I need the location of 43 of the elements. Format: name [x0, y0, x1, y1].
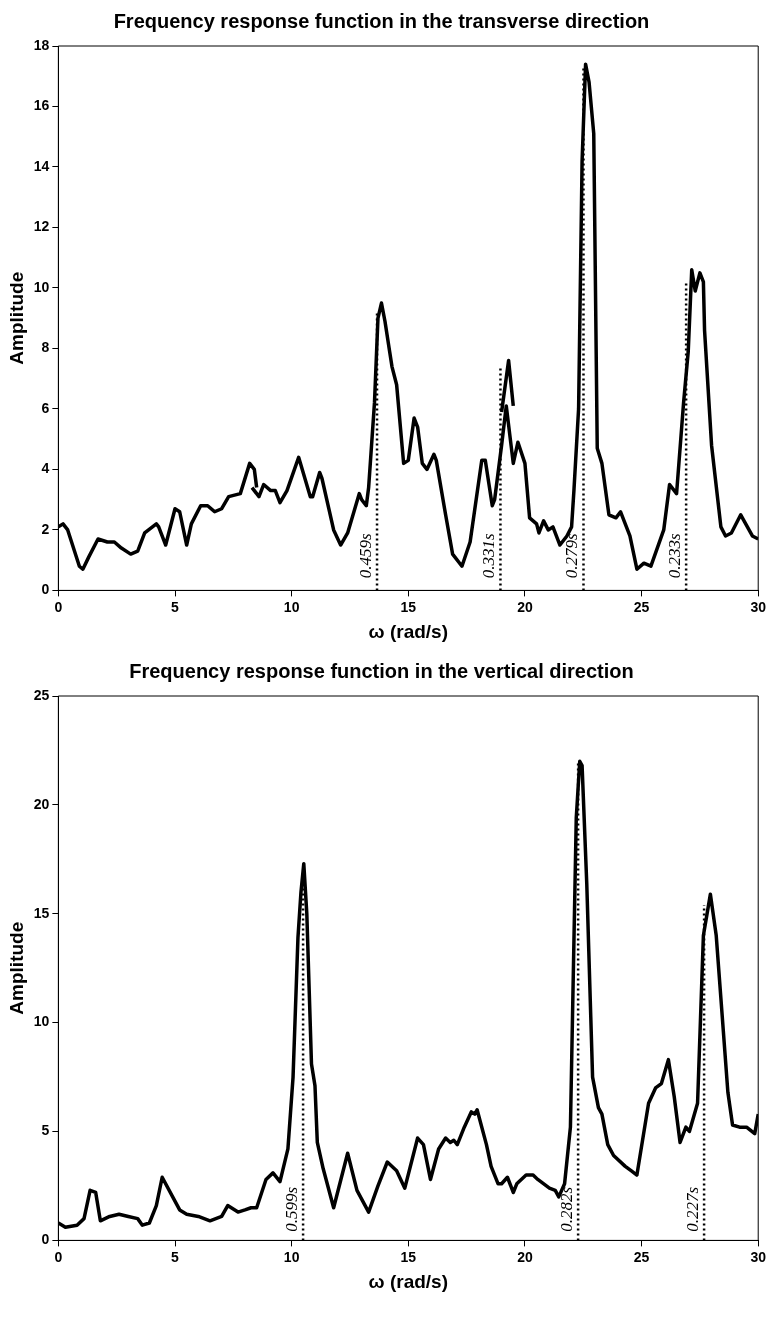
x-axis-title: ω (rad/s) — [368, 1270, 448, 1292]
y-tick-label: 0 — [41, 1231, 50, 1248]
x-tick-label: 30 — [750, 1248, 767, 1265]
y-tick-label: 10 — [33, 1013, 50, 1030]
y-tick-label: 8 — [41, 339, 50, 356]
y-tick-label: 18 — [33, 36, 50, 53]
annotation: 0.282s — [557, 1186, 577, 1232]
x-tick-label: 20 — [517, 598, 533, 615]
y-tick-label: 14 — [33, 157, 50, 174]
x-tick-label: 15 — [400, 598, 417, 615]
x-tick-label: 5 — [171, 598, 180, 615]
x-tick-label: 5 — [171, 1248, 180, 1265]
y-tick-label: 25 — [33, 686, 50, 703]
y-tick-label: 4 — [41, 460, 50, 477]
y-tick-label: 12 — [33, 218, 50, 235]
y-tick-label: 5 — [41, 1122, 50, 1139]
annotation: 0.227s — [683, 1186, 703, 1232]
x-tick-label: 0 — [54, 598, 63, 615]
x-tick-label: 10 — [283, 598, 300, 615]
y-axis-title: Amplitude — [5, 921, 27, 1015]
x-tick-label: 0 — [54, 1248, 63, 1265]
annotation: 0.279s — [562, 533, 582, 579]
x-axis-title: ω (rad/s) — [368, 620, 448, 642]
y-tick-label: 16 — [33, 97, 50, 114]
annotation: 0.331s — [479, 533, 499, 579]
y-tick-label: 2 — [41, 520, 50, 537]
x-tick-label: 20 — [517, 1248, 533, 1265]
y-tick-label: 0 — [41, 581, 50, 598]
chart-title: Frequency response function in the vertical direction — [129, 659, 634, 682]
annotation: 0.459s — [356, 533, 375, 579]
x-tick-label: 25 — [633, 1248, 650, 1265]
y-tick-label: 10 — [33, 278, 50, 295]
chart-title: Frequency response function in the transverse direction — [113, 9, 650, 32]
y-tick-label: 6 — [41, 399, 50, 416]
x-tick-label: 25 — [633, 598, 650, 615]
x-tick-label: 30 — [750, 598, 767, 615]
x-tick-label: 10 — [283, 1248, 300, 1265]
x-tick-label: 15 — [400, 1248, 417, 1265]
y-tick-label: 15 — [33, 904, 50, 921]
annotation: 0.233s — [665, 533, 685, 579]
y-tick-label: 20 — [33, 795, 50, 812]
y-axis-title: Amplitude — [5, 271, 27, 365]
annotation: 0.599s — [282, 1186, 302, 1232]
